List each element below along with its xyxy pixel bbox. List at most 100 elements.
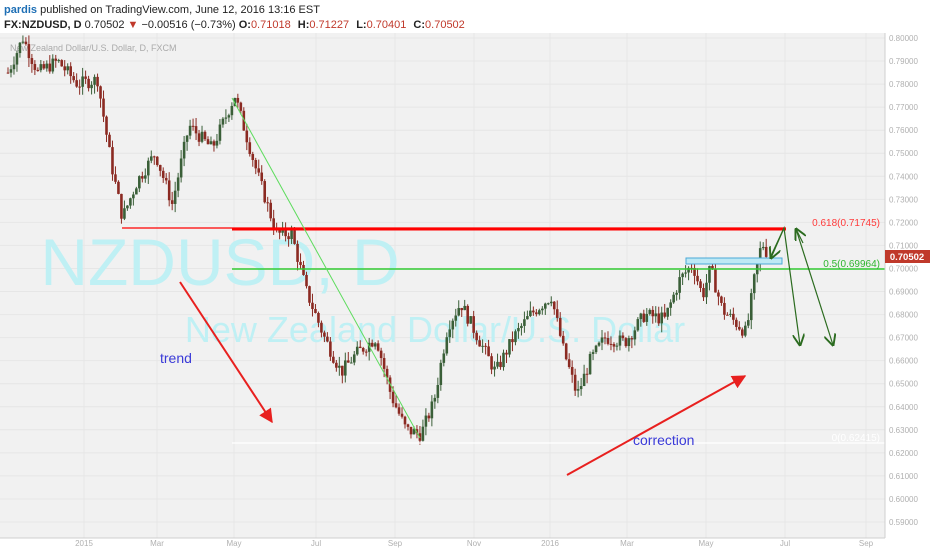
candle xyxy=(636,317,640,332)
candle xyxy=(30,53,34,73)
candle xyxy=(591,349,595,361)
candle xyxy=(114,166,117,184)
candle xyxy=(266,196,269,212)
candle xyxy=(36,67,40,72)
candle xyxy=(654,306,658,323)
candle xyxy=(448,320,452,343)
candle xyxy=(66,63,69,75)
candle xyxy=(51,54,55,74)
candle xyxy=(538,308,541,316)
candle xyxy=(523,311,526,333)
candle xyxy=(287,232,290,247)
candle xyxy=(681,272,684,286)
y-tick-label: 0.67000 xyxy=(889,334,918,343)
candle xyxy=(642,309,646,323)
candle xyxy=(705,274,708,304)
last-price-tag: 0.70502 xyxy=(885,250,930,263)
x-tick-label: Jul xyxy=(780,539,790,548)
projection-path-b[interactable] xyxy=(771,227,785,258)
candle xyxy=(191,118,195,131)
trend-line[interactable] xyxy=(231,97,421,439)
candle xyxy=(442,349,446,367)
candle xyxy=(520,323,523,336)
candle xyxy=(660,306,664,333)
candle xyxy=(597,341,601,347)
candle xyxy=(582,364,586,387)
candle xyxy=(552,301,556,315)
y-tick-label: 0.70000 xyxy=(889,264,918,273)
correction-arrow[interactable] xyxy=(566,375,747,476)
candle xyxy=(576,380,580,398)
candle xyxy=(367,337,371,361)
candle xyxy=(406,423,410,431)
y-tick-label: 0.69000 xyxy=(889,288,918,297)
last-price-tag-text: 0.70502 xyxy=(890,252,924,263)
candle xyxy=(338,356,341,376)
candle xyxy=(93,74,96,94)
y-tick-label: 0.65000 xyxy=(889,380,918,389)
candle xyxy=(594,344,598,355)
candle xyxy=(24,37,28,46)
candle xyxy=(541,306,544,315)
candle xyxy=(517,322,520,339)
candle xyxy=(326,332,329,343)
y-tick-label: 0.75000 xyxy=(889,149,918,158)
candle xyxy=(251,151,255,167)
candle xyxy=(663,303,666,319)
plot-background xyxy=(0,33,885,538)
candle xyxy=(138,175,141,193)
down-arrow-icon: ▼ xyxy=(127,19,139,31)
candle xyxy=(272,209,275,235)
candle xyxy=(364,349,368,357)
candle xyxy=(185,134,189,151)
author-name[interactable]: pardis xyxy=(4,4,38,16)
downtrend-arrow[interactable] xyxy=(179,281,273,424)
close-label: C: xyxy=(413,19,426,31)
candle xyxy=(108,132,111,148)
x-tick-label: Mar xyxy=(150,539,164,548)
candle xyxy=(579,377,583,396)
candle xyxy=(666,307,669,320)
candle xyxy=(684,265,687,278)
candle xyxy=(633,326,637,346)
candle xyxy=(179,150,183,183)
candle xyxy=(678,269,681,300)
publish-line: pardis published on TradingView.com, Jun… xyxy=(4,4,320,16)
y-tick-label: 0.73000 xyxy=(889,195,918,204)
candle xyxy=(529,301,532,318)
resistance-zone[interactable] xyxy=(685,257,783,265)
x-tick-label: 2016 xyxy=(541,539,559,548)
candle xyxy=(532,306,535,316)
candle xyxy=(173,181,177,213)
candle xyxy=(573,368,577,396)
candle xyxy=(445,332,449,356)
candle xyxy=(164,173,168,185)
symbol-line: FX:NZDUSD, D 0.70502 ▼ −0.00516 (−0.73%)… xyxy=(4,19,469,31)
projection-path-d[interactable] xyxy=(795,228,833,345)
candle xyxy=(567,353,571,369)
watermark-symbol: NZDUSD, D xyxy=(40,225,399,299)
candle xyxy=(758,241,762,272)
candle xyxy=(588,351,592,375)
candle xyxy=(236,93,240,108)
candle xyxy=(720,295,723,306)
candle xyxy=(735,317,738,331)
candle xyxy=(496,353,499,369)
time-axis[interactable]: 2015 Mar May Jul Sep Nov 2016 Mar May Jul Sep xyxy=(0,537,932,550)
candle xyxy=(215,133,219,149)
candle xyxy=(117,180,120,195)
grid-lines xyxy=(0,33,885,538)
candle xyxy=(535,309,538,317)
candle xyxy=(144,168,147,183)
low-value: 0.70401 xyxy=(366,19,407,31)
candle xyxy=(648,308,652,316)
candle xyxy=(738,321,741,331)
candle xyxy=(505,349,508,364)
candle xyxy=(218,119,222,145)
candle xyxy=(549,296,553,307)
candle xyxy=(257,159,261,177)
candle xyxy=(197,129,201,147)
price-axis[interactable]: 0.80000 0.79000 0.78000 0.77000 0.76000 0.750… xyxy=(884,33,932,538)
